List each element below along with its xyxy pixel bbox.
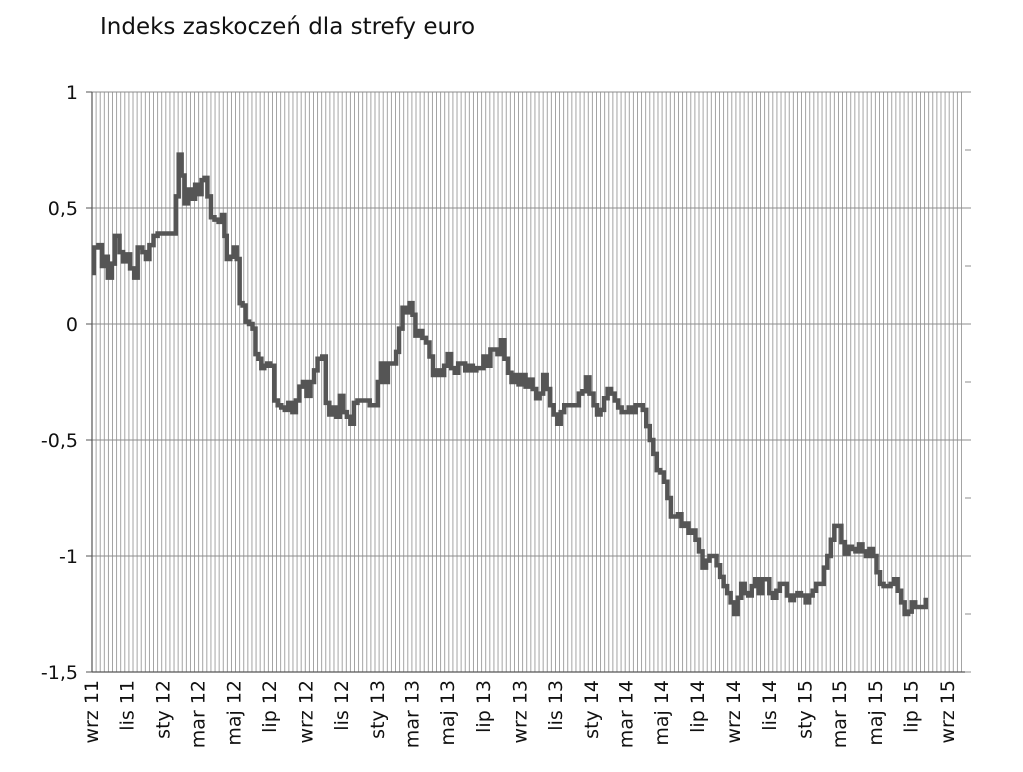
x-tick-label: lip 15 <box>901 680 923 733</box>
x-tick-label: lis 11 <box>117 680 139 731</box>
x-tick-label: wrz 15 <box>937 680 959 744</box>
y-tick-label: 1 <box>66 82 78 104</box>
y-tick-label: -1 <box>59 546 78 568</box>
x-tick-label: maj 15 <box>865 680 887 746</box>
x-tick-label: sty 15 <box>795 680 817 739</box>
series-line <box>91 152 928 617</box>
vertical-gridlines <box>91 92 962 672</box>
x-tick-label: sty 14 <box>581 680 603 739</box>
x-tick-label: lis 14 <box>759 680 781 731</box>
x-tick-label: wrz 11 <box>81 680 103 744</box>
chart-title: Indeks zaskoczeń dla strefy euro <box>100 14 476 40</box>
y-axis-ticks: 1 0,5 0 -0,5 -1 -1,5 <box>41 82 78 684</box>
x-tick-label: mar 12 <box>188 680 210 748</box>
x-tick-label: maj 13 <box>437 680 459 746</box>
x-tick-label: lip 14 <box>687 680 709 733</box>
y-tick-label: -0,5 <box>41 430 78 452</box>
x-tick-label: lis 12 <box>331 680 353 731</box>
x-tick-label: maj 14 <box>651 680 673 746</box>
x-tick-label: lip 12 <box>259 680 281 733</box>
x-tick-label: wrz 13 <box>509 680 531 744</box>
x-axis-ticks: wrz 11 lis 11 sty 12 mar 12 maj 12 lip 12 wrz … <box>81 680 959 748</box>
y-tick-label: 0,5 <box>48 198 78 220</box>
x-tick-label: mar 13 <box>401 680 423 748</box>
x-tick-label: wrz 14 <box>723 680 745 744</box>
x-tick-label: maj 12 <box>223 680 245 746</box>
series-layer <box>91 152 928 617</box>
x-tick-label: lis 13 <box>545 680 567 731</box>
y-tick-label: 0 <box>66 314 78 336</box>
x-tick-label: wrz 12 <box>295 680 317 744</box>
x-tick-label: sty 13 <box>367 680 389 739</box>
y-tick-label: -1,5 <box>41 662 78 684</box>
x-tick-label: sty 12 <box>152 680 174 739</box>
x-tick-label: lip 13 <box>473 680 495 733</box>
x-tick-label: mar 14 <box>615 680 637 748</box>
x-tick-label: mar 15 <box>829 680 851 748</box>
horizontal-gridlines <box>86 91 971 673</box>
